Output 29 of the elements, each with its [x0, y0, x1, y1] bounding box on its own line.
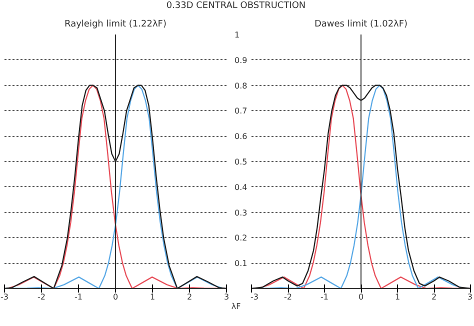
x-tick-label: -1: [320, 292, 328, 302]
x-tick-label: 3: [224, 292, 230, 302]
line-series: [4, 84, 226, 288]
x-tick-label: -3: [0, 292, 8, 302]
y-tick-label: 0.7: [234, 106, 248, 116]
y-tick-label: 0.1: [234, 259, 248, 268]
x-tick-label: -1: [74, 292, 82, 302]
x-tick-label: 1: [150, 292, 156, 302]
x-tick-label: 3: [467, 292, 473, 302]
ref-line-label: Dawes limit (1.02λF): [314, 20, 408, 30]
y-tick-label: 0.2: [234, 234, 248, 243]
x-tick-label: -2: [38, 292, 46, 302]
y-tick-label: 0.6: [234, 132, 248, 142]
x-axis-title: λF: [231, 302, 241, 312]
y-tick-label: 0.9: [234, 56, 248, 65]
y-tick-label: 0.4: [234, 182, 248, 192]
x-tick-label: -2: [284, 292, 292, 302]
y-tick-label: 0.8: [234, 81, 248, 90]
ref-line-label: Rayleigh limit (1.22λF): [64, 20, 166, 30]
x-tick-label: -3: [250, 292, 258, 302]
y-tick-label: 0.3: [234, 208, 248, 218]
y-tick-label: 0.5: [234, 158, 248, 166]
x-tick-label: 0: [358, 292, 364, 302]
x-tick-label: 0: [112, 292, 118, 302]
chart-title: 0.33D CENTRAL OBSTRUCTION: [166, 0, 306, 12]
x-tick-label: 1: [394, 292, 400, 302]
y-tick-label: 1: [234, 30, 240, 40]
x-tick-label: 2: [431, 292, 437, 302]
x-tick-label: 2: [186, 292, 192, 302]
